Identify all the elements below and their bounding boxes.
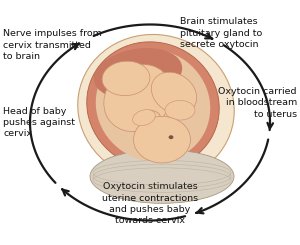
Text: Brain stimulates
pituitary gland to
secrete oxytocin: Brain stimulates pituitary gland to secr… [180,17,262,49]
Text: Oxytocin carried
in bloodstream
to uterus: Oxytocin carried in bloodstream to uteru… [218,87,297,119]
Ellipse shape [102,61,150,96]
Text: Oxytocin stimulates
uterine contractions
and pushes baby
towards cervix: Oxytocin stimulates uterine contractions… [102,182,198,225]
Ellipse shape [133,110,155,126]
Ellipse shape [90,149,234,203]
Ellipse shape [87,42,219,169]
Ellipse shape [78,35,234,181]
Ellipse shape [94,48,182,99]
Circle shape [134,116,190,163]
Ellipse shape [152,72,196,114]
Text: Nerve impulses from
cervix transmitted
to brain: Nerve impulses from cervix transmitted t… [3,29,102,61]
Circle shape [169,135,173,139]
Ellipse shape [165,100,195,120]
Ellipse shape [104,64,172,132]
Ellipse shape [96,49,210,161]
Text: Head of baby
pushes against
cervix: Head of baby pushes against cervix [3,107,75,138]
